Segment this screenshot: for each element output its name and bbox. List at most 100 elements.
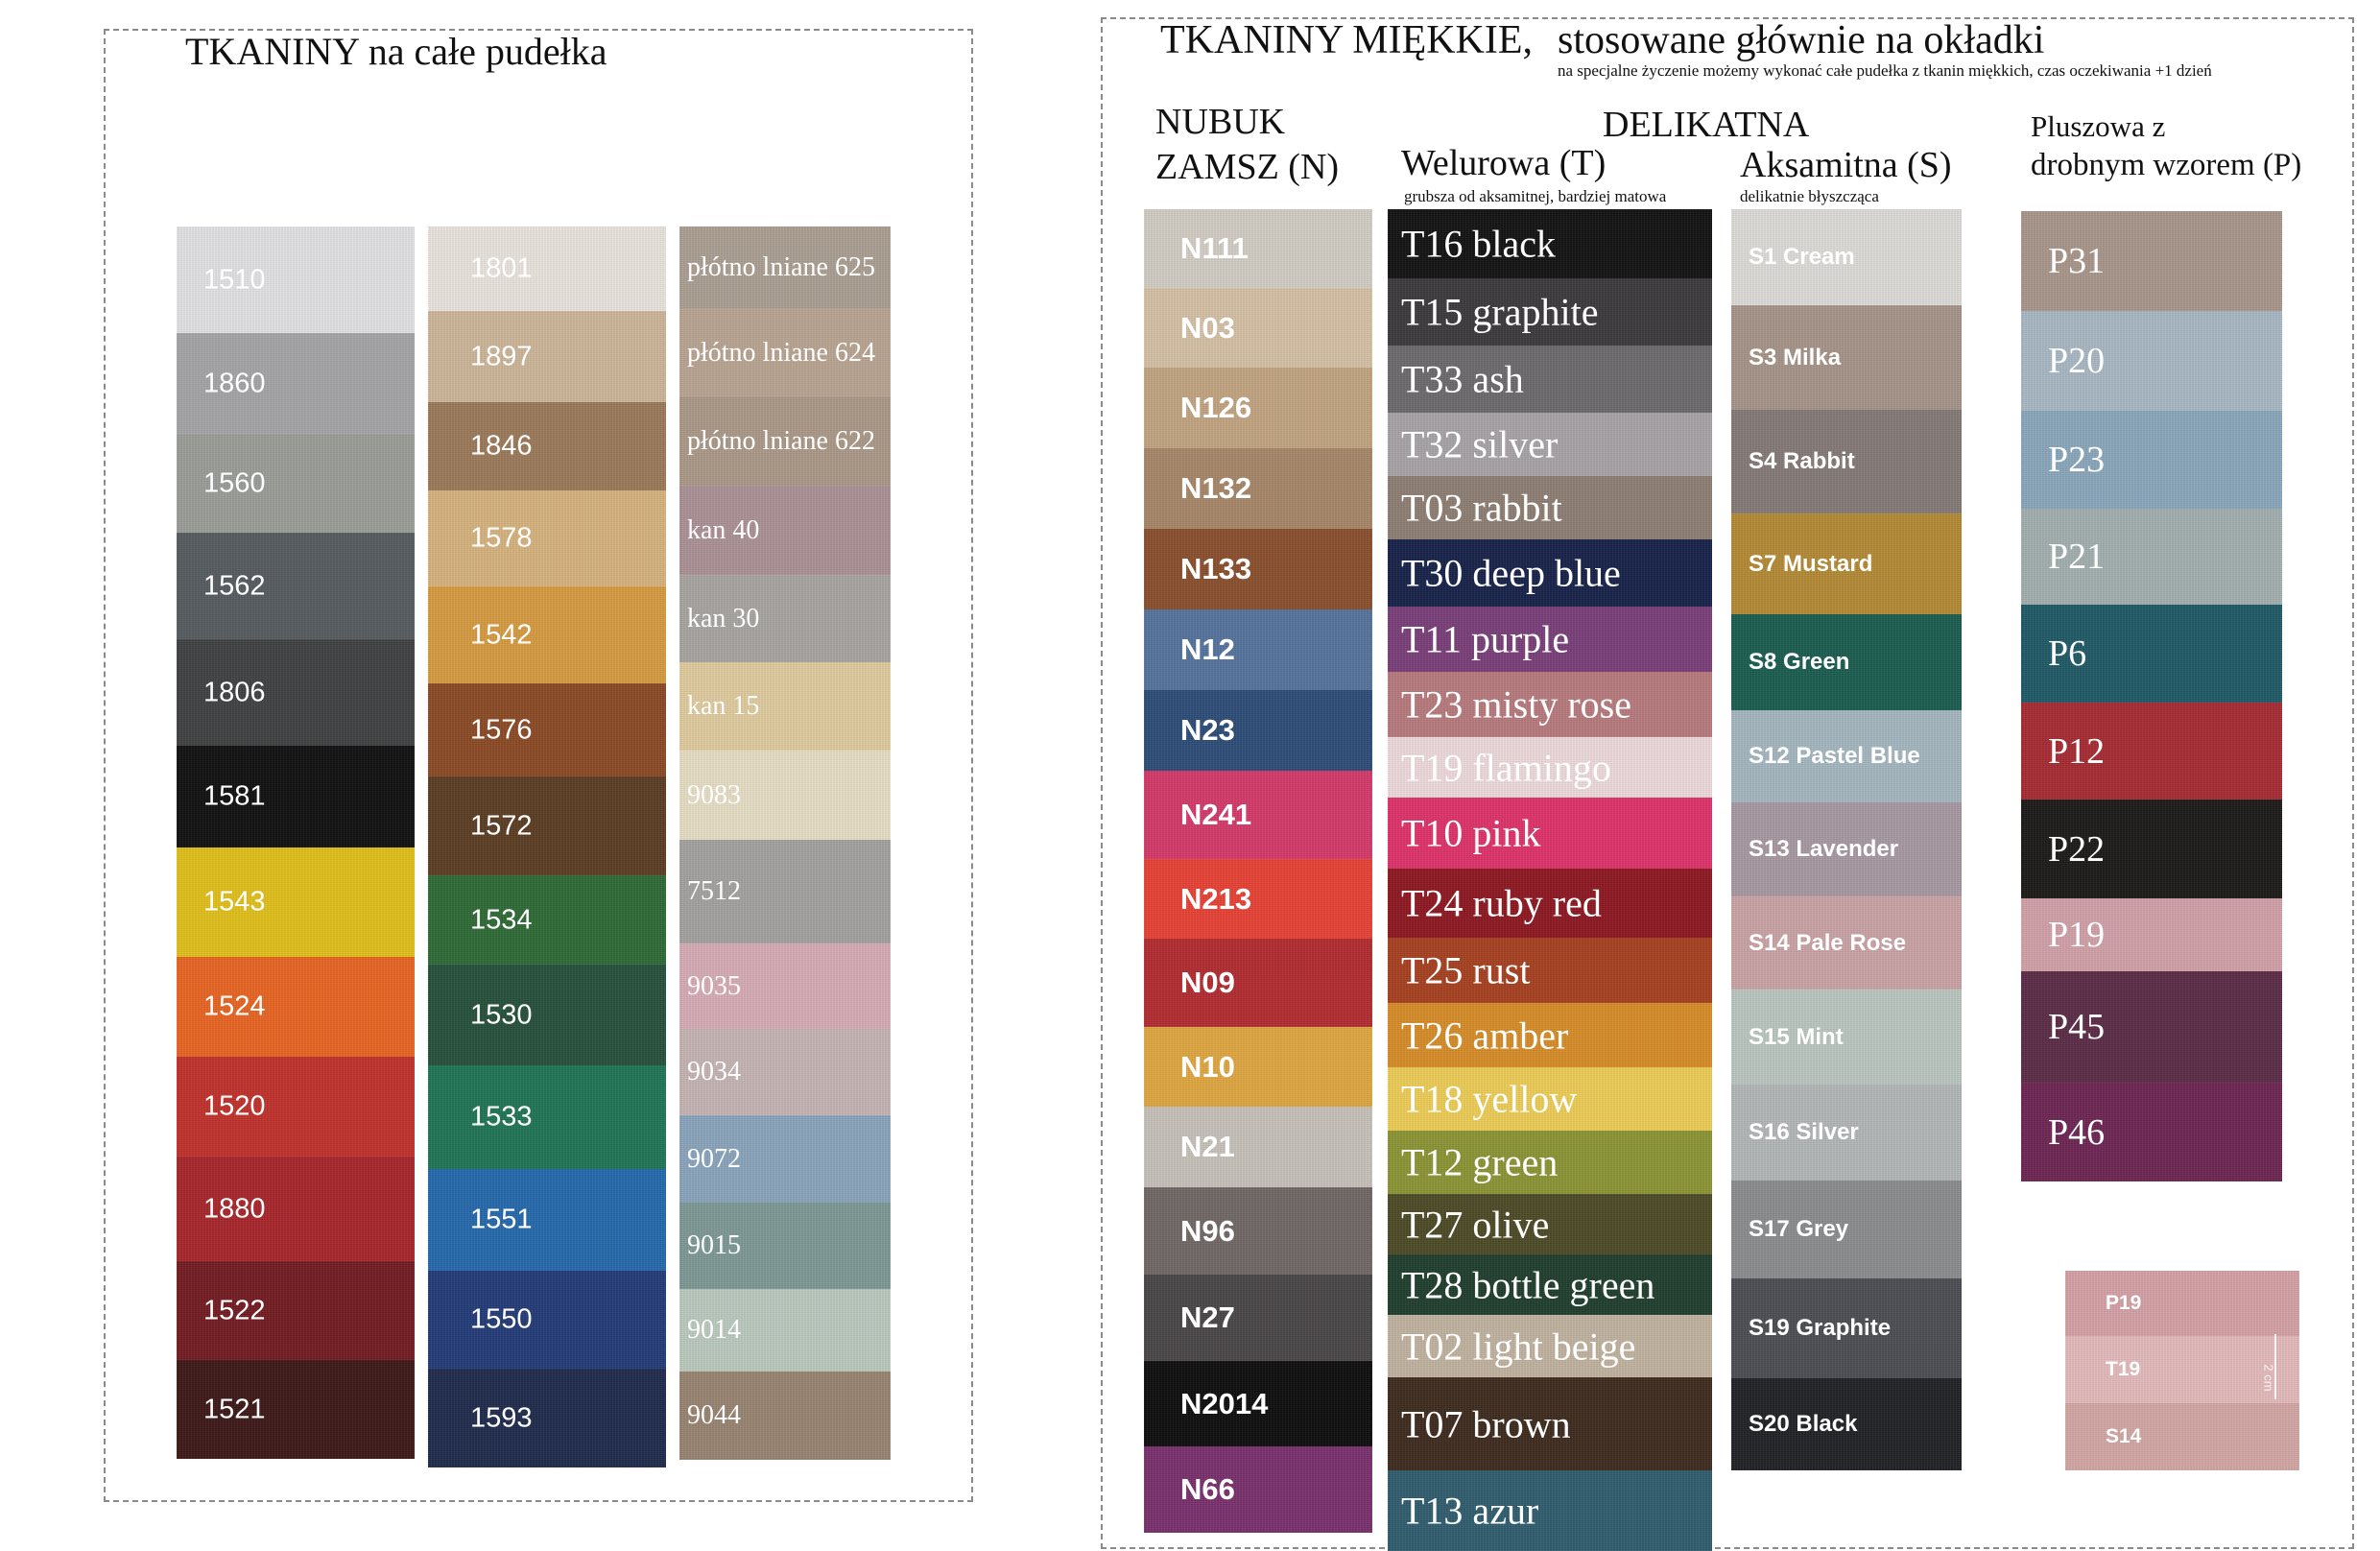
col1-swatch-label: 1562 bbox=[203, 570, 266, 601]
col3-swatch: 9014 bbox=[679, 1289, 891, 1372]
plusz-swatch-label: P21 bbox=[2048, 537, 2106, 577]
welur-swatch: T13 azur bbox=[1388, 1470, 1712, 1551]
col3-swatch: kan 15 bbox=[679, 662, 891, 751]
welur-swatch-label: T16 black bbox=[1401, 222, 1557, 266]
col1-swatch-label: 1860 bbox=[203, 368, 266, 398]
nubuk-swatch-label: N96 bbox=[1180, 1213, 1235, 1248]
col2-swatch-label: 1576 bbox=[470, 714, 533, 745]
col3-swatch-label: 9034 bbox=[687, 1057, 741, 1086]
nubuk-swatch: N213 bbox=[1144, 859, 1372, 939]
col3-swatch: 9034 bbox=[679, 1029, 891, 1115]
welur-swatch: T03 rabbit bbox=[1388, 476, 1712, 539]
col3-swatch-label: płótno lniane 624 bbox=[687, 337, 875, 368]
col3-swatch: 7512 bbox=[679, 840, 891, 943]
col2-swatch-label: 1572 bbox=[470, 810, 533, 841]
plusz-swatch-label: P19 bbox=[2048, 915, 2106, 955]
nubuk-swatch: N03 bbox=[1144, 288, 1372, 368]
nubuk-swatch: N66 bbox=[1144, 1446, 1372, 1533]
aksamit-swatch-label: S15 Mint bbox=[1749, 1023, 1844, 1050]
col1-swatch-label: 1560 bbox=[203, 467, 266, 498]
col2-swatch: 1801 bbox=[428, 227, 666, 311]
nubuk-swatch-label: N111 bbox=[1180, 231, 1249, 265]
aksamit-swatch: S15 Mint bbox=[1731, 990, 1962, 1085]
plusz-swatch-label: P12 bbox=[2048, 730, 2106, 772]
welur-swatch: T16 black bbox=[1388, 209, 1712, 278]
welur-heading: Welurowa (T) bbox=[1401, 143, 1606, 183]
col2-swatch-label: 1801 bbox=[470, 252, 533, 284]
right-panel-title: TKANINY MIĘKKIE, bbox=[1160, 18, 1534, 62]
nubuk-swatch: N111 bbox=[1144, 209, 1372, 288]
welur-swatch: T27 olive bbox=[1388, 1194, 1712, 1254]
welur-swatch-label: T07 brown bbox=[1401, 1402, 1571, 1445]
col3-swatch-label: płótno lniane 625 bbox=[687, 252, 875, 282]
compare-swatch-label: S14 bbox=[2106, 1425, 2142, 1447]
col1-swatch: 1524 bbox=[177, 957, 415, 1057]
col3-swatch: 9083 bbox=[679, 751, 891, 840]
col2-swatch: 1534 bbox=[428, 875, 666, 965]
col3-swatch-label: kan 15 bbox=[687, 691, 760, 721]
comparison-card: P19 T19 S14 bbox=[2065, 1271, 2299, 1470]
swatch-column-2: 1801 1897 1846 1578 1542 1576 1572 1534 1530 1533… bbox=[428, 227, 666, 1467]
nubuk-swatch-label: N241 bbox=[1180, 798, 1252, 831]
col2-swatch-label: 1533 bbox=[470, 1101, 533, 1133]
col3-swatch: 9044 bbox=[679, 1372, 891, 1460]
compare-swatch-label: P19 bbox=[2106, 1292, 2142, 1314]
nubuk-swatch: N133 bbox=[1144, 529, 1372, 609]
plusz-swatch: P12 bbox=[2021, 703, 2282, 799]
plusz-heading-2: drobnym wzorem (P) bbox=[2031, 148, 2302, 182]
welur-swatch-label: T12 green bbox=[1401, 1140, 1559, 1184]
col2-swatch-label: 1593 bbox=[470, 1402, 533, 1433]
nubuk-swatch-label: N10 bbox=[1180, 1049, 1235, 1084]
plusz-swatch-label: P20 bbox=[2048, 341, 2106, 381]
aksamit-swatch: S1 Cream bbox=[1731, 209, 1962, 305]
col3-swatch-label: kan 30 bbox=[687, 603, 760, 633]
aksamit-heading: Aksamitna (S) bbox=[1740, 145, 1952, 185]
compare-swatch: S14 bbox=[2065, 1403, 2299, 1470]
welur-swatch-label: T02 light beige bbox=[1401, 1324, 1636, 1368]
welur-column: T16 black T15 graphite T33 ash T32 silver T0… bbox=[1388, 209, 1712, 1551]
col3-swatch: 9035 bbox=[679, 943, 891, 1029]
welur-swatch: T30 deep blue bbox=[1388, 539, 1712, 607]
plusz-column: P31 P20 P23 P21 P6 P12 P22 P19 P45 P46 bbox=[2021, 211, 2282, 1181]
col1-swatch: 1520 bbox=[177, 1057, 415, 1157]
plusz-swatch: P21 bbox=[2021, 509, 2282, 605]
col3-swatch-label: 9035 bbox=[687, 970, 741, 1001]
col1-swatch: 1543 bbox=[177, 847, 415, 957]
col1-swatch-label: 1806 bbox=[203, 677, 266, 707]
swatch-column-1: 1510 1860 1560 1562 1806 1581 1543 1524 1520 1880… bbox=[177, 227, 415, 1459]
welur-swatch-label: T28 bottle green bbox=[1401, 1263, 1655, 1306]
aksamit-swatch-label: S19 Graphite bbox=[1749, 1315, 1892, 1341]
plusz-swatch: P20 bbox=[2021, 311, 2282, 411]
col1-swatch: 1522 bbox=[177, 1261, 415, 1360]
nubuk-swatch: N241 bbox=[1144, 771, 1372, 859]
aksamit-swatch-label: S17 Grey bbox=[1749, 1216, 1849, 1242]
welur-swatch: T26 amber bbox=[1388, 1003, 1712, 1067]
col3-swatch: 9015 bbox=[679, 1203, 891, 1289]
aksamit-swatch: S17 Grey bbox=[1731, 1181, 1962, 1278]
col2-swatch-label: 1550 bbox=[470, 1303, 533, 1335]
welur-swatch-label: T25 rust bbox=[1401, 948, 1531, 992]
col2-swatch: 1572 bbox=[428, 776, 666, 875]
aksamit-column: S1 Cream S3 Milka S4 Rabbit S7 Mustard S8 Gr… bbox=[1731, 209, 1962, 1470]
aksamit-swatch-label: S14 Pale Rose bbox=[1749, 929, 1907, 956]
welur-swatch-label: T18 yellow bbox=[1401, 1077, 1578, 1121]
col1-swatch: 1880 bbox=[177, 1157, 415, 1261]
aksamit-swatch-label: S4 Rabbit bbox=[1749, 448, 1855, 474]
nubuk-swatch-label: N213 bbox=[1180, 881, 1252, 916]
welur-swatch-label: T30 deep blue bbox=[1401, 551, 1621, 595]
col1-swatch-label: 1581 bbox=[203, 780, 266, 812]
col2-swatch: 1578 bbox=[428, 490, 666, 586]
col3-swatch: 9072 bbox=[679, 1115, 891, 1203]
col3-swatch-label: 9015 bbox=[687, 1230, 741, 1260]
nubuk-swatch: N23 bbox=[1144, 690, 1372, 771]
plusz-swatch-label: P22 bbox=[2048, 828, 2106, 870]
nubuk-swatch: N132 bbox=[1144, 448, 1372, 529]
plusz-swatch: P31 bbox=[2021, 211, 2282, 311]
col2-swatch: 1593 bbox=[428, 1369, 666, 1467]
aksamit-swatch-label: S12 Pastel Blue bbox=[1749, 743, 1920, 769]
welur-swatch: T07 brown bbox=[1388, 1377, 1712, 1470]
nubuk-swatch-label: N23 bbox=[1180, 713, 1235, 747]
welur-swatch-label: T19 flamingo bbox=[1401, 746, 1611, 789]
nubuk-swatch-label: N133 bbox=[1180, 552, 1252, 585]
welur-swatch: T02 light beige bbox=[1388, 1315, 1712, 1377]
